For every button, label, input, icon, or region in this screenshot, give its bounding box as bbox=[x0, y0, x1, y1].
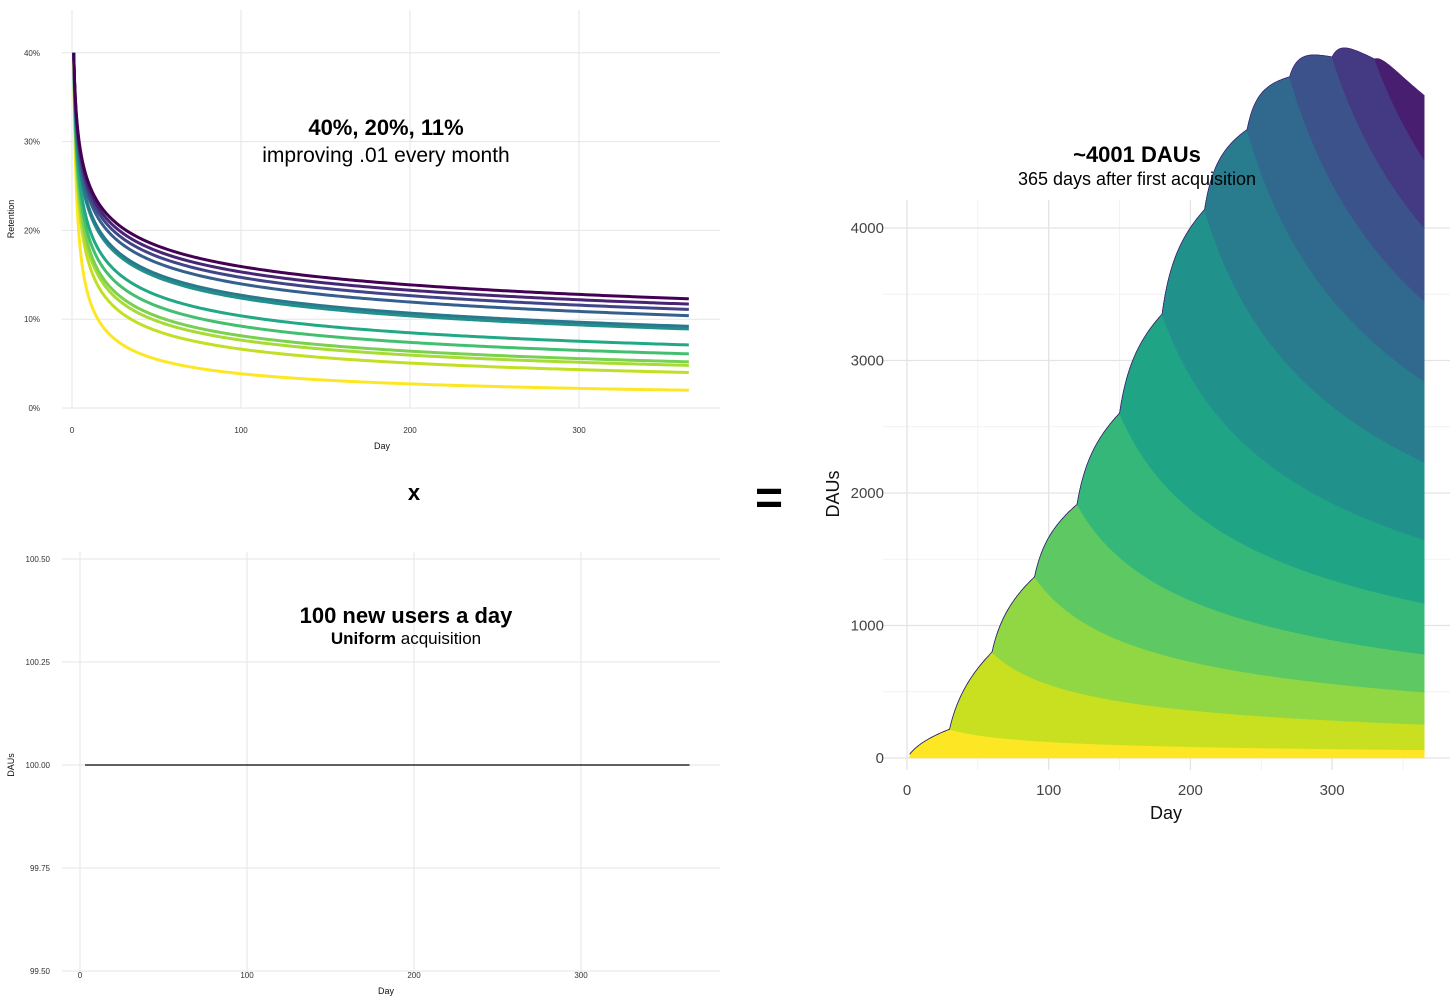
retention-curve bbox=[72, 52, 689, 367]
acquisition-x-tick-label: 300 bbox=[574, 971, 588, 980]
retention-title: 40%, 20%, 11% bbox=[308, 115, 463, 140]
equals-operator: = bbox=[755, 472, 783, 525]
retention-curve bbox=[72, 52, 689, 301]
retention-subtitle: improving .01 every month bbox=[262, 144, 509, 167]
retention-curve bbox=[72, 52, 689, 328]
retention-grid bbox=[62, 10, 720, 409]
acquisition-subtitle-rest: acquisition bbox=[396, 629, 481, 648]
daus-title: ~4001 DAUs bbox=[1073, 142, 1201, 167]
retention-curve bbox=[72, 52, 689, 311]
acquisition-chart: 0 100 200 300 99.50 99.75 100.00 100.25 100.50 1… bbox=[6, 552, 720, 996]
acquisition-x-tick-label: 0 bbox=[78, 971, 83, 980]
retention-x-axis-label: Day bbox=[374, 441, 391, 451]
retention-y-tick-label: 30% bbox=[24, 138, 40, 147]
retention-curve bbox=[72, 52, 689, 392]
daus-y-tick-label: 1000 bbox=[851, 618, 884, 635]
daus-y-tick-label: 4000 bbox=[851, 220, 884, 237]
retention-curve bbox=[72, 52, 689, 318]
daus-cohort-band bbox=[909, 47, 1425, 755]
retention-y-tick-label: 10% bbox=[24, 315, 40, 324]
retention-x-tick-label: 0 bbox=[70, 426, 75, 435]
acquisition-y-tick-label: 100.50 bbox=[26, 555, 51, 564]
daus-y-tick-label: 3000 bbox=[851, 353, 884, 370]
acquisition-y-tick-label: 100.00 bbox=[26, 761, 51, 770]
retention-curve bbox=[72, 52, 689, 356]
acquisition-y-tick-label: 99.50 bbox=[30, 967, 51, 976]
daus-y-axis-label: DAUs bbox=[823, 470, 843, 517]
daus-x-tick-label: 100 bbox=[1036, 782, 1061, 799]
acquisition-title: 100 new users a day bbox=[300, 603, 514, 628]
retention-series bbox=[72, 52, 689, 392]
daus-x-tick-label: 300 bbox=[1320, 782, 1345, 799]
acquisition-x-tick-label: 100 bbox=[240, 971, 254, 980]
retention-y-tick-label: 20% bbox=[24, 226, 40, 235]
daus-x-tick-label: 0 bbox=[903, 782, 911, 799]
acquisition-y-tick-label: 99.75 bbox=[30, 864, 51, 873]
retention-curve bbox=[72, 52, 689, 374]
acquisition-y-axis-label: DAUs bbox=[6, 753, 16, 777]
daus-cohort-bands bbox=[909, 47, 1425, 759]
acquisition-grid bbox=[62, 552, 720, 975]
daus-subtitle: 365 days after first acquisition bbox=[1018, 169, 1256, 189]
daus-y-tick-label: 0 bbox=[876, 750, 884, 767]
daus-x-tick-label: 200 bbox=[1178, 782, 1203, 799]
retention-y-axis-label: Retention bbox=[6, 200, 16, 239]
acquisition-x-axis-label: Day bbox=[378, 986, 395, 996]
multiply-operator: x bbox=[408, 480, 421, 505]
retention-y-tick-label: 0% bbox=[28, 404, 40, 413]
retention-x-tick-label: 100 bbox=[234, 426, 248, 435]
retention-curve bbox=[72, 52, 689, 331]
retention-y-tick-label: 40% bbox=[24, 49, 40, 58]
acquisition-y-tick-label: 100.25 bbox=[26, 658, 51, 667]
retention-x-tick-label: 300 bbox=[572, 426, 586, 435]
retention-curve bbox=[72, 52, 689, 347]
daus-x-axis-label: Day bbox=[1150, 803, 1182, 823]
acquisition-subtitle: Uniform acquisition bbox=[331, 629, 481, 648]
acquisition-x-tick-label: 200 bbox=[407, 971, 421, 980]
retention-x-tick-label: 200 bbox=[403, 426, 417, 435]
daus-y-tick-label: 2000 bbox=[851, 485, 884, 502]
retention-tick-labels: 0 100 200 300 0% 10% 20% 30% 40% bbox=[24, 49, 586, 435]
acquisition-tick-labels: 0 100 200 300 99.50 99.75 100.00 100.25 100.50 bbox=[26, 555, 589, 980]
retention-chart: 0 100 200 300 0% 10% 20% 30% 40% 40%, 20%, 11% i… bbox=[6, 10, 720, 451]
retention-curve bbox=[72, 52, 689, 364]
retention-curve bbox=[72, 52, 689, 306]
acquisition-subtitle-bold: Uniform bbox=[331, 629, 396, 648]
